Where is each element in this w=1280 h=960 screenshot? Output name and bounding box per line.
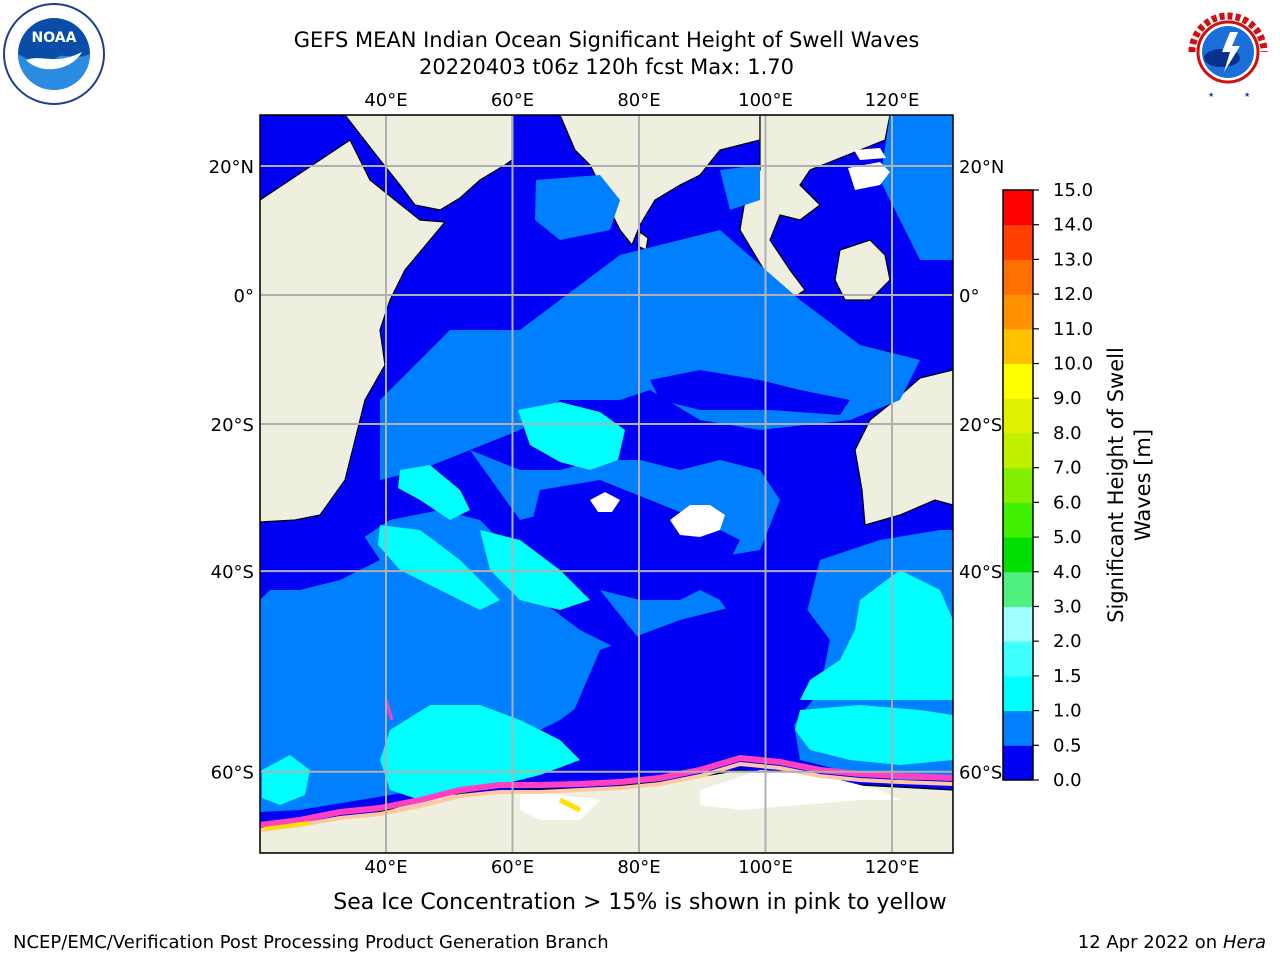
- colorbar-tick-label: 0.5: [1053, 735, 1082, 756]
- colorbar-tick-label: 13.0: [1053, 249, 1093, 270]
- footer-date: 12 Apr 2022 on Hera: [1078, 932, 1266, 953]
- lon-label-bottom: 100°E: [738, 857, 793, 878]
- footer-credit: NCEP/EMC/Verification Post Processing Pr…: [13, 932, 609, 953]
- lat-label-left: 60°S: [211, 763, 254, 784]
- lon-labels-top: 40°E 60°E 80°E 100°E 120°E: [364, 90, 919, 111]
- colorbar-tick-label: 8.0: [1053, 423, 1082, 444]
- colorbar-label-line2: Waves [m]: [1131, 429, 1155, 541]
- sea-ice-caption: Sea Ice Concentration > 15% is shown in …: [333, 890, 947, 915]
- colorbar-tick-label: 4.0: [1053, 562, 1082, 583]
- colorbar-swatch: [1003, 675, 1033, 712]
- colorbar-label-line1: Significant Height of Swell: [1104, 347, 1128, 623]
- colorbar-swatch: [1003, 606, 1033, 642]
- colorbar-tick-label: 6.0: [1053, 492, 1082, 513]
- colorbar-tick-label: 7.0: [1053, 458, 1082, 479]
- colorbar-tick-label: 1.5: [1053, 666, 1082, 687]
- colorbar-swatch: [1003, 710, 1033, 746]
- lon-label-top: 80°E: [617, 90, 660, 111]
- nws-logo: ★ ★: [1180, 4, 1276, 100]
- lon-label-top: 60°E: [491, 90, 534, 111]
- lon-label-top: 40°E: [364, 90, 407, 111]
- colorbar-tick-label: 14.0: [1053, 215, 1093, 236]
- colorbar-tick-label: 0.0: [1053, 770, 1082, 791]
- svg-text:★: ★: [1208, 91, 1214, 99]
- colorbar: [1002, 189, 1034, 781]
- graticule: [260, 115, 953, 853]
- lon-labels-bottom: 40°E 60°E 80°E 100°E 120°E: [364, 857, 919, 878]
- map-frame: [259, 114, 954, 854]
- colorbar-swatch: [1003, 745, 1033, 781]
- svg-text:★: ★: [1244, 91, 1250, 99]
- map-area: [260, 115, 953, 853]
- colorbar-swatch: [1003, 328, 1033, 365]
- colorbar-swatch: [1003, 467, 1033, 503]
- colorbar-tick-label: 2.0: [1053, 631, 1082, 652]
- lat-labels-left: 20°N 0° 20°S 40°S 60°S: [209, 157, 254, 784]
- lon-label-bottom: 60°E: [491, 857, 534, 878]
- chart-subtitle: 20220403 t06z 120h fcst Max: 1.70: [419, 55, 794, 79]
- swell-band-1p0: [262, 402, 953, 805]
- colorbar-swatch: [1003, 294, 1033, 330]
- lon-label-bottom: 40°E: [364, 857, 407, 878]
- colorbar-swatch: [1003, 432, 1033, 469]
- lon-label-bottom: 120°E: [865, 857, 920, 878]
- colorbar-frame: [1002, 189, 1034, 781]
- lat-label-left: 20°N: [209, 157, 254, 178]
- lat-label-right: 40°S: [959, 562, 1002, 583]
- colorbar-tick-label: 10.0: [1053, 354, 1093, 375]
- noaa-logo: NOAA: [3, 3, 105, 105]
- colorbar-tick-label: 15.0: [1053, 180, 1093, 201]
- colorbar-swatch: [1003, 259, 1033, 295]
- colorbar-swatch: [1003, 190, 1033, 226]
- lat-labels-right: 20°N 0° 20°S 40°S 60°S: [959, 157, 1004, 784]
- colorbar-swatch: [1003, 502, 1033, 538]
- colorbar-swatch: [1003, 537, 1033, 573]
- lat-label-right: 0°: [959, 286, 979, 307]
- colorbar-tick-label: 1.0: [1053, 701, 1082, 722]
- colorbar-tick-labels: 0.0 0.5 1.0 1.5 2.0 3.0 4.0 5.0 6.0 7.0 8.0 9.0 10.0…: [1033, 180, 1093, 791]
- colorbar-tick-label: 11.0: [1053, 319, 1093, 340]
- colorbar-tick-label: 12.0: [1053, 284, 1093, 305]
- colorbar-tick-label: 5.0: [1053, 527, 1082, 548]
- colorbar-swatch: [1003, 641, 1033, 677]
- colorbar-tick-label: 9.0: [1053, 388, 1082, 409]
- lat-label-left: 40°S: [211, 562, 254, 583]
- lon-label-top: 100°E: [738, 90, 793, 111]
- lon-label-top: 120°E: [865, 90, 920, 111]
- lon-label-bottom: 80°E: [617, 857, 660, 878]
- lat-label-left: 0°: [234, 286, 254, 307]
- sea-ice-edge: [260, 699, 953, 832]
- colorbar-swatch: [1003, 224, 1033, 260]
- chart-title: GEFS MEAN Indian Ocean Significant Heigh…: [293, 28, 920, 52]
- noaa-logo-text: NOAA: [32, 30, 77, 46]
- footer-host: Hera: [1222, 932, 1266, 953]
- no-data-patches: [520, 148, 900, 820]
- colorbar-swatch: [1003, 571, 1033, 607]
- lat-label-right: 60°S: [959, 763, 1002, 784]
- lat-label-left: 20°S: [211, 415, 254, 436]
- colorbar-swatch: [1003, 398, 1033, 434]
- lat-label-right: 20°S: [959, 415, 1002, 436]
- colorbar-swatch: [1003, 363, 1033, 399]
- footer-date-text: 12 Apr 2022 on: [1077, 932, 1223, 953]
- lat-label-right: 20°N: [959, 157, 1004, 178]
- colorbar-tick-label: 3.0: [1053, 596, 1082, 617]
- land-borneo: [834, 239, 891, 301]
